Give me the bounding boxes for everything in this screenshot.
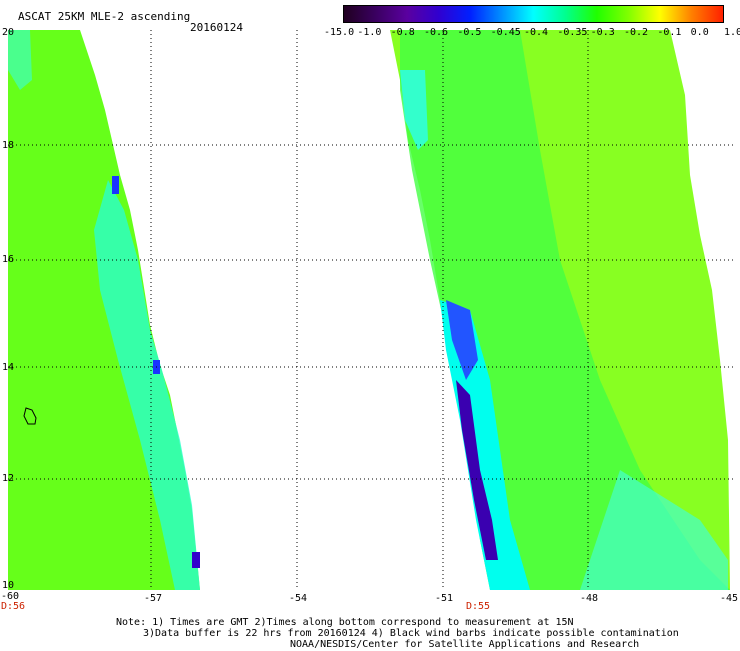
time-label-left: D:56 bbox=[1, 601, 26, 612]
map-date: 20160124 bbox=[190, 21, 243, 34]
lat-label-10: 10 bbox=[2, 580, 15, 591]
lon-label-60: -60 bbox=[1, 591, 20, 602]
swath-right-purple bbox=[456, 380, 498, 560]
swath-right-blue bbox=[446, 300, 478, 380]
lon-label-51: -51 bbox=[435, 593, 454, 604]
colorbar-label: 0.0 bbox=[690, 27, 709, 38]
note-line-3: NOAA/NESDIS/Center for Satellite Applica… bbox=[290, 639, 640, 650]
time-label-right: D:55 bbox=[466, 601, 491, 612]
grid bbox=[8, 30, 735, 590]
lon-label-54: -54 bbox=[289, 593, 308, 604]
colorbar-label: -0.35 bbox=[557, 27, 588, 38]
colorbar-label: -0.5 bbox=[457, 27, 482, 38]
note-line-2: 3)Data buffer is 22 hrs from 20160124 4)… bbox=[143, 628, 679, 639]
swath-left-blue-1 bbox=[112, 176, 119, 194]
colorbar-label: -1.0 bbox=[357, 27, 382, 38]
swath-right-cyan-bottom bbox=[580, 470, 728, 590]
map-title: ASCAT 25KM MLE-2 ascending bbox=[18, 10, 191, 23]
lat-label-16: 16 bbox=[2, 254, 15, 265]
colorbar-label: -0.8 bbox=[390, 27, 415, 38]
map-plot bbox=[8, 30, 735, 590]
colorbar-label: -0.1 bbox=[657, 27, 682, 38]
colorbar-label: -0.2 bbox=[624, 27, 649, 38]
colorbar-label: -0.45 bbox=[490, 27, 521, 38]
lon-label-57: -57 bbox=[144, 593, 163, 604]
swath-right-cyan-top bbox=[400, 70, 428, 150]
swath-left-cyan bbox=[94, 180, 200, 590]
colorbar-label: -0.3 bbox=[590, 27, 615, 38]
island-outline bbox=[23, 407, 37, 425]
swath-right-cyan bbox=[440, 300, 530, 590]
colorbar-label: 1.0 bbox=[724, 27, 740, 38]
lon-label-45: -45 bbox=[720, 593, 739, 604]
lat-label-20: 20 bbox=[2, 27, 15, 38]
note-line-1: Note: 1) Times are GMT 2)Times along bot… bbox=[116, 617, 574, 628]
swath-left-blue-3 bbox=[192, 552, 200, 568]
lat-label-12: 12 bbox=[2, 473, 15, 484]
colorbar bbox=[343, 5, 724, 23]
lat-label-18: 18 bbox=[2, 140, 15, 151]
lon-label-48: -48 bbox=[580, 593, 599, 604]
colorbar-label: -0.6 bbox=[424, 27, 449, 38]
swath-left-cyan-top bbox=[8, 30, 32, 90]
lat-label-14: 14 bbox=[2, 362, 15, 373]
colorbar-label: -0.4 bbox=[524, 27, 549, 38]
colorbar-label: -15.0 bbox=[324, 27, 355, 38]
